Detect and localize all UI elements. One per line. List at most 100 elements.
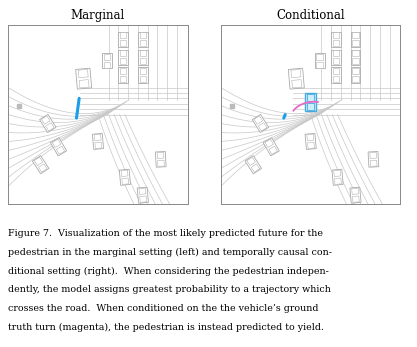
Bar <box>33 156 49 174</box>
Bar <box>41 116 50 124</box>
Bar <box>351 67 360 83</box>
Bar <box>331 32 341 47</box>
Bar <box>333 58 339 64</box>
Bar <box>352 188 359 194</box>
Bar <box>102 53 112 68</box>
Text: ditional setting (right).  When considering the pedestrian indepen-: ditional setting (right). When consideri… <box>8 266 329 276</box>
Bar <box>308 142 314 149</box>
Bar <box>331 67 341 83</box>
Bar <box>333 50 339 56</box>
Bar <box>315 53 324 68</box>
Bar <box>352 40 359 46</box>
Bar <box>370 160 377 166</box>
Bar <box>120 58 126 64</box>
Bar <box>317 62 323 68</box>
Bar <box>53 139 61 147</box>
Bar <box>121 170 128 177</box>
Bar <box>140 58 146 64</box>
Bar <box>265 139 274 147</box>
Bar <box>334 170 341 177</box>
Bar <box>140 50 146 56</box>
Bar <box>352 58 359 64</box>
Bar <box>352 76 359 82</box>
Bar <box>333 40 339 46</box>
Bar <box>350 187 361 203</box>
Bar <box>94 134 101 141</box>
Bar <box>137 187 148 203</box>
Bar <box>138 32 148 47</box>
Bar <box>333 32 339 38</box>
Text: truth turn (magenta), the pedestrian is instead predicted to yield.: truth turn (magenta), the pedestrian is … <box>8 323 324 332</box>
Bar <box>118 50 128 65</box>
Bar <box>333 68 339 74</box>
Bar <box>370 152 377 159</box>
Bar <box>352 68 359 74</box>
Bar <box>140 40 146 46</box>
Bar <box>352 50 359 56</box>
Bar <box>307 134 314 141</box>
Bar <box>333 76 339 82</box>
Bar <box>254 116 263 124</box>
Bar <box>119 169 131 185</box>
Bar <box>120 40 126 46</box>
Bar <box>288 68 304 89</box>
Bar <box>247 157 255 166</box>
Bar <box>95 142 102 149</box>
Bar <box>140 196 147 202</box>
Bar <box>122 178 129 184</box>
Bar <box>245 156 261 174</box>
Text: crosses the road.  When conditioned on the the vehicle’s ground: crosses the road. When conditioned on th… <box>8 304 319 313</box>
Bar <box>120 32 126 38</box>
Bar <box>334 178 342 184</box>
Bar <box>351 32 360 47</box>
Text: Figure 7.  Visualization of the most likely predicted future for the: Figure 7. Visualization of the most like… <box>8 229 323 238</box>
Bar <box>305 133 316 150</box>
Bar <box>317 54 323 60</box>
Text: dently, the model assigns greatest probability to a trajectory which: dently, the model assigns greatest proba… <box>8 285 331 294</box>
Bar <box>157 152 164 159</box>
Text: Conditional: Conditional <box>276 9 345 22</box>
Bar <box>351 50 360 65</box>
Bar <box>120 68 126 74</box>
Bar <box>118 67 128 83</box>
Bar <box>120 76 126 82</box>
Bar <box>352 32 359 38</box>
Bar <box>331 50 341 65</box>
Bar <box>118 32 128 47</box>
Bar <box>93 133 103 150</box>
Bar <box>139 188 146 194</box>
Bar <box>75 68 92 89</box>
Bar <box>307 94 314 101</box>
Bar <box>79 79 89 88</box>
Bar <box>305 93 317 111</box>
Text: Marginal: Marginal <box>71 9 125 22</box>
Bar <box>78 69 88 78</box>
Bar <box>352 196 359 202</box>
Bar <box>269 146 277 154</box>
Bar <box>34 157 43 166</box>
Bar <box>56 146 65 154</box>
Bar <box>252 115 269 133</box>
Bar <box>292 79 302 88</box>
Bar <box>258 123 267 131</box>
Bar <box>307 103 314 110</box>
Bar <box>104 62 110 68</box>
Bar <box>40 115 56 133</box>
Bar <box>45 123 54 131</box>
Bar <box>140 32 146 38</box>
Bar <box>38 164 47 172</box>
Bar <box>140 68 146 74</box>
Bar <box>368 152 379 167</box>
Bar <box>104 54 110 60</box>
Bar <box>156 152 166 167</box>
Bar <box>140 76 146 82</box>
Bar <box>332 169 343 185</box>
Bar <box>138 50 148 65</box>
Bar <box>120 50 126 56</box>
Bar <box>263 138 279 156</box>
Text: pedestrian in the marginal setting (left) and temporally causal con-: pedestrian in the marginal setting (left… <box>8 248 332 257</box>
Bar <box>291 69 301 78</box>
Bar <box>50 138 67 156</box>
Bar <box>138 67 148 83</box>
Bar <box>158 160 164 166</box>
